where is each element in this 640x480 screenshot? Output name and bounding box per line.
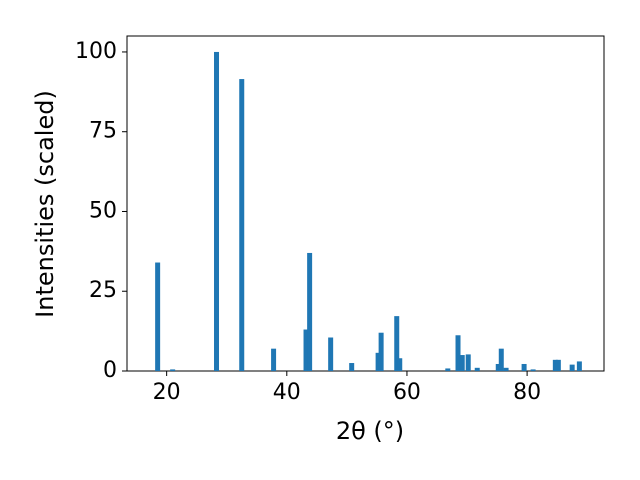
bar [498, 348, 504, 371]
bar [155, 262, 161, 371]
bar [555, 359, 561, 371]
y-tick-label: 100 [75, 39, 117, 64]
bar [214, 51, 220, 371]
x-tick-label: 60 [393, 380, 421, 405]
bar [328, 337, 334, 371]
bar [397, 358, 403, 371]
bar [349, 363, 355, 371]
bar [307, 252, 313, 371]
bar [445, 368, 451, 371]
bar [552, 359, 558, 371]
y-tick-label: 50 [89, 198, 117, 223]
bar [378, 332, 384, 371]
bar [465, 354, 471, 371]
bar [495, 363, 501, 371]
x-axis-label: 2θ (°) [336, 417, 404, 445]
y-axis-label: Intensities (scaled) [31, 90, 59, 318]
bar [569, 364, 575, 371]
bar [521, 363, 527, 371]
x-tick-label: 20 [153, 380, 181, 405]
bar [459, 355, 465, 371]
y-tick-label: 0 [103, 358, 117, 383]
y-tick-label: 75 [89, 119, 117, 144]
x-tick-label: 40 [273, 380, 301, 405]
x-tick-label: 80 [513, 380, 541, 405]
bar [474, 367, 480, 371]
bar [375, 352, 381, 371]
bar [455, 335, 461, 371]
bar [503, 367, 509, 371]
bar [170, 369, 176, 371]
plot-frame [126, 35, 605, 372]
y-tick-label: 25 [89, 278, 117, 303]
bar [239, 79, 245, 372]
bar [530, 369, 536, 371]
bar [576, 361, 582, 371]
bar [271, 348, 277, 371]
bar [394, 316, 400, 371]
bar [303, 329, 309, 371]
